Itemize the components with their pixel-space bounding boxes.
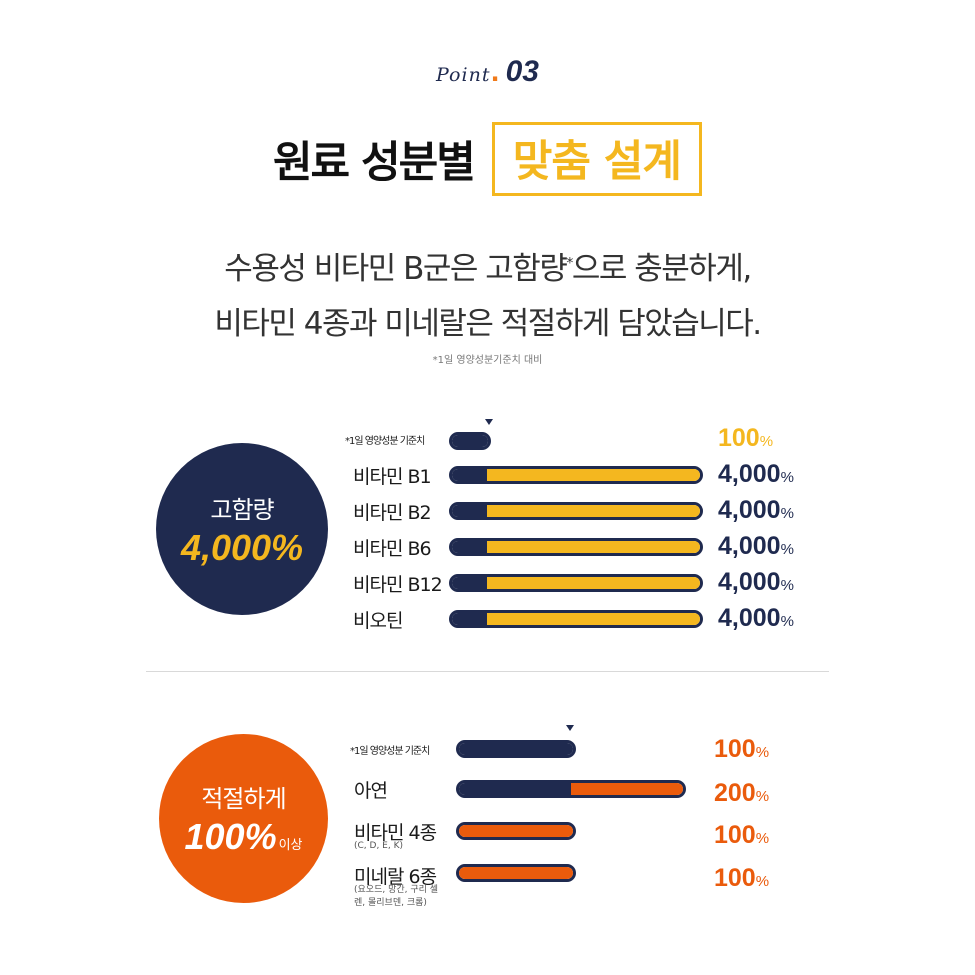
- high-row-extra-fill: [486, 541, 700, 553]
- high-reference-percent-unit: %: [759, 433, 774, 450]
- adequate-circle-suffix: 이상: [278, 837, 303, 852]
- adequate-reference-label: *1일 영양성분 기준치: [350, 746, 430, 757]
- high-circle-label: 고함량: [210, 495, 274, 524]
- high-row-percent-value: 4,000: [718, 496, 781, 524]
- high-reference-percent-value: 100: [718, 424, 760, 452]
- high-row-bar: [449, 610, 703, 628]
- high-row-percent: 4,000%: [718, 604, 794, 633]
- description-line-1: 수용성 비타민 B군은 고함량*으로 충분하게,: [0, 243, 975, 288]
- adequate-row-label: 미네랄 6종: [354, 866, 437, 888]
- high-reference-bar: [449, 432, 491, 450]
- adequate-row-extra-fill: [571, 783, 683, 795]
- point-heading: Point. 03: [0, 55, 975, 89]
- high-row-base-fill: [452, 613, 487, 625]
- high-circle-value: 4,000%: [180, 526, 304, 568]
- high-row-label: 비타민 B6: [353, 538, 432, 560]
- high-row-percent-unit: %: [780, 469, 794, 486]
- adequate-reference-marker: [566, 725, 574, 731]
- high-reference-fill: [452, 435, 488, 447]
- high-row-percent-unit: %: [780, 577, 794, 594]
- high-row-bar: [449, 538, 703, 556]
- adequate-row-percent-unit: %: [755, 830, 770, 847]
- high-reference-marker: [485, 419, 493, 425]
- high-row-bar: [449, 502, 703, 520]
- high-row-percent-unit: %: [780, 505, 794, 522]
- adequate-row-label: 아연: [354, 780, 388, 802]
- adequate-row-fill: [459, 825, 573, 837]
- description-line-2: 비타민 4종과 미네랄은 적절하게 담았습니다.: [214, 306, 762, 342]
- adequate-reference-percent-unit: %: [755, 744, 770, 761]
- high-row-label: 비오틴: [353, 610, 403, 632]
- high-row-percent: 4,000%: [718, 568, 794, 597]
- high-row-extra-fill: [486, 469, 700, 481]
- high-row-extra-fill: [486, 505, 700, 517]
- adequate-circle-value-wrap: 100% 이상: [185, 816, 303, 858]
- high-row-percent: 4,000%: [718, 496, 794, 525]
- high-row-percent-value: 4,000: [718, 568, 781, 596]
- adequate-reference-percent: 100%: [714, 735, 769, 764]
- adequate-row-percent-unit: %: [755, 788, 770, 805]
- section-divider: [146, 671, 829, 672]
- desc-line1-a: 수용성 비타민 B군은 고함량: [224, 251, 568, 287]
- adequate-row-percent: 100%: [714, 821, 769, 850]
- high-row-label: 비타민 B12: [353, 574, 443, 596]
- high-row-bar: [449, 466, 703, 484]
- point-word: Point: [436, 64, 491, 86]
- high-row-base-fill: [452, 541, 487, 553]
- desc-line1-b: 으로 충분하게,: [571, 251, 752, 287]
- high-row-base-fill: [452, 577, 487, 589]
- adequate-reference-bar: [456, 740, 576, 758]
- high-row-extra-fill: [486, 613, 700, 625]
- high-row-percent-unit: %: [780, 541, 794, 558]
- page-title: 원료 성분별 맞춤 설계: [0, 122, 975, 196]
- adequate-reference-fill: [459, 743, 573, 755]
- high-row-base-fill: [452, 505, 487, 517]
- high-row-label: 비타민 B1: [353, 466, 432, 488]
- high-row-percent: 4,000%: [718, 460, 794, 489]
- title-main: 원료 성분별: [273, 138, 476, 188]
- adequate-row-base-fill: [459, 783, 571, 795]
- high-content-circle: 고함량 4,000%: [156, 443, 328, 615]
- high-row-percent-value: 4,000: [718, 532, 781, 560]
- high-row-percent-unit: %: [780, 613, 794, 630]
- title-highlight: 맞춤 설계: [491, 122, 702, 196]
- adequate-row-sub: (요오드, 망간, 구리 셀렌, 몰리브덴, 크롬): [354, 885, 439, 908]
- adequate-row-percent: 100%: [714, 864, 769, 893]
- footnote: *1일 영양성분기준치 대비: [432, 355, 543, 366]
- adequate-row-percent-value: 100: [714, 864, 756, 892]
- high-row-extra-fill: [486, 577, 700, 589]
- adequate-row-label: 비타민 4종: [354, 822, 437, 844]
- high-row-label: 비타민 B2: [353, 502, 432, 524]
- point-dot: .: [490, 59, 500, 87]
- high-row-bar: [449, 574, 703, 592]
- adequate-row-bar: [456, 822, 576, 840]
- adequate-row-percent-value: 100: [714, 821, 756, 849]
- adequate-row-percent-unit: %: [755, 873, 770, 890]
- adequate-row-bar: [456, 780, 686, 798]
- adequate-row-percent: 200%: [714, 779, 769, 808]
- adequate-circle-label: 적절하게: [201, 785, 286, 813]
- point-number: 03: [505, 55, 539, 88]
- adequate-circle-value: 100%: [184, 816, 277, 857]
- high-row-percent-value: 4,000: [718, 604, 781, 632]
- high-row-percent-value: 4,000: [718, 460, 781, 488]
- adequate-reference-percent-value: 100: [714, 735, 756, 763]
- desc-line1-sup: *: [566, 255, 573, 272]
- adequate-content-circle: 적절하게 100% 이상: [159, 734, 328, 903]
- high-row-percent: 4,000%: [718, 532, 794, 561]
- adequate-row-sub: (C, D, E, K): [354, 841, 403, 851]
- high-row-base-fill: [452, 469, 487, 481]
- adequate-row-bar: [456, 864, 576, 882]
- high-reference-percent: 100%: [718, 424, 773, 453]
- high-reference-label: *1일 영양성분 기준치: [345, 436, 425, 447]
- adequate-row-fill: [459, 867, 573, 879]
- adequate-row-percent-value: 200: [714, 779, 756, 807]
